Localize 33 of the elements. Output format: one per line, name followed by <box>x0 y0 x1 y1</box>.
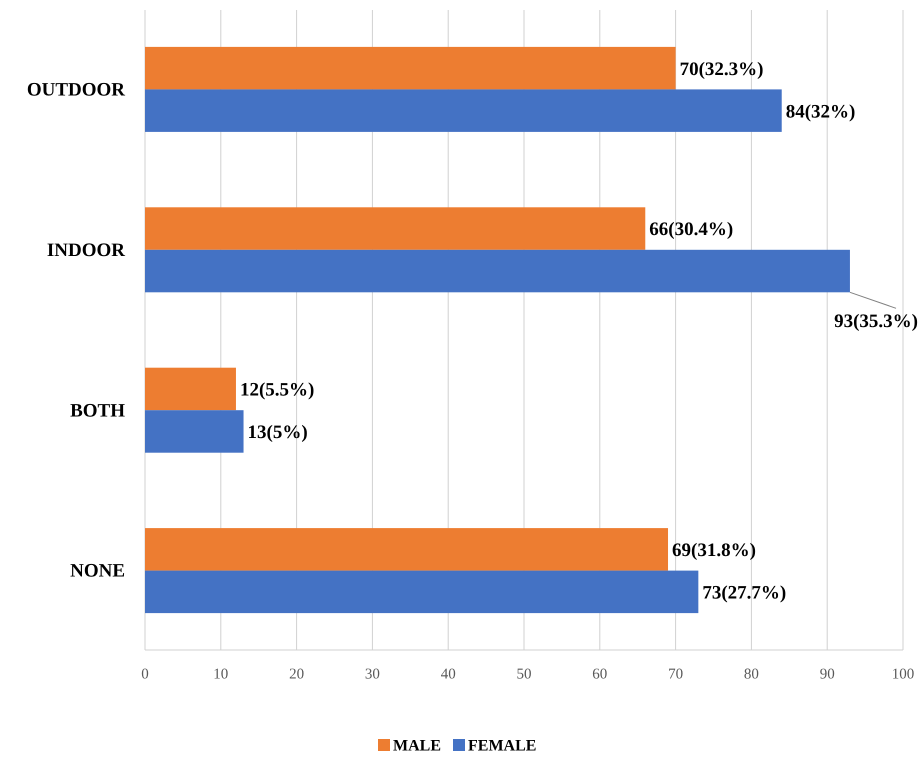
y-tick-label: OUTDOOR <box>26 79 126 100</box>
x-tick-label: 40 <box>440 666 456 683</box>
data-label: 73(27.7%) <box>702 582 786 604</box>
x-tick-label: 60 <box>592 666 608 683</box>
bar <box>145 528 668 571</box>
bar <box>145 570 698 614</box>
data-label: 93(35.3%) <box>834 310 918 332</box>
x-tick-label: 100 <box>892 666 914 683</box>
x-tick-label: 0 <box>141 666 149 683</box>
x-tick-label: 90 <box>820 666 835 683</box>
bar <box>145 250 850 292</box>
y-tick-label: BOTH <box>70 400 126 422</box>
x-tick-label: 70 <box>668 666 684 683</box>
data-label: 70(32.3%) <box>680 58 764 80</box>
data-label: 69(31.8%) <box>672 540 756 561</box>
bar <box>145 368 236 410</box>
x-tick-label: 80 <box>744 666 759 683</box>
x-tick-label: 20 <box>289 666 304 683</box>
data-label: 84(32%) <box>786 101 856 122</box>
bar <box>145 410 244 453</box>
data-label: 13(5%) <box>248 422 308 444</box>
y-tick-label: NONE <box>70 560 125 582</box>
x-tick-label: 30 <box>364 666 380 683</box>
bar <box>145 89 782 132</box>
data-label: 66(30.4%) <box>649 219 734 240</box>
x-tick-label: 50 <box>516 666 532 683</box>
legend-label: MALE <box>393 738 441 755</box>
bar <box>145 207 646 250</box>
x-tick-label: 10 <box>213 666 228 683</box>
bar <box>145 46 676 90</box>
y-tick-label: INDOOR <box>46 240 126 261</box>
legend-label: FEMALE <box>468 738 536 755</box>
data-label: 12(5.5%) <box>240 380 314 401</box>
